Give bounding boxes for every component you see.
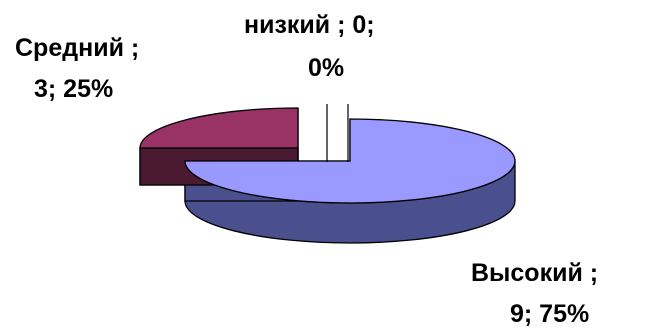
data-label-mid-line1: Средний ; (15, 34, 139, 62)
slice-0-top (184, 118, 516, 204)
data-label-low-line2: 0% (308, 54, 344, 82)
pie-tops (139, 107, 516, 204)
slice-1-top (139, 107, 299, 149)
data-label-high-line1: Высокий ; (471, 259, 598, 287)
data-label-low-line1: низкий ; 0; (244, 11, 375, 39)
data-label-mid-line2: 3; 25% (34, 75, 113, 103)
data-label-high-line2: 9; 75% (510, 300, 589, 328)
